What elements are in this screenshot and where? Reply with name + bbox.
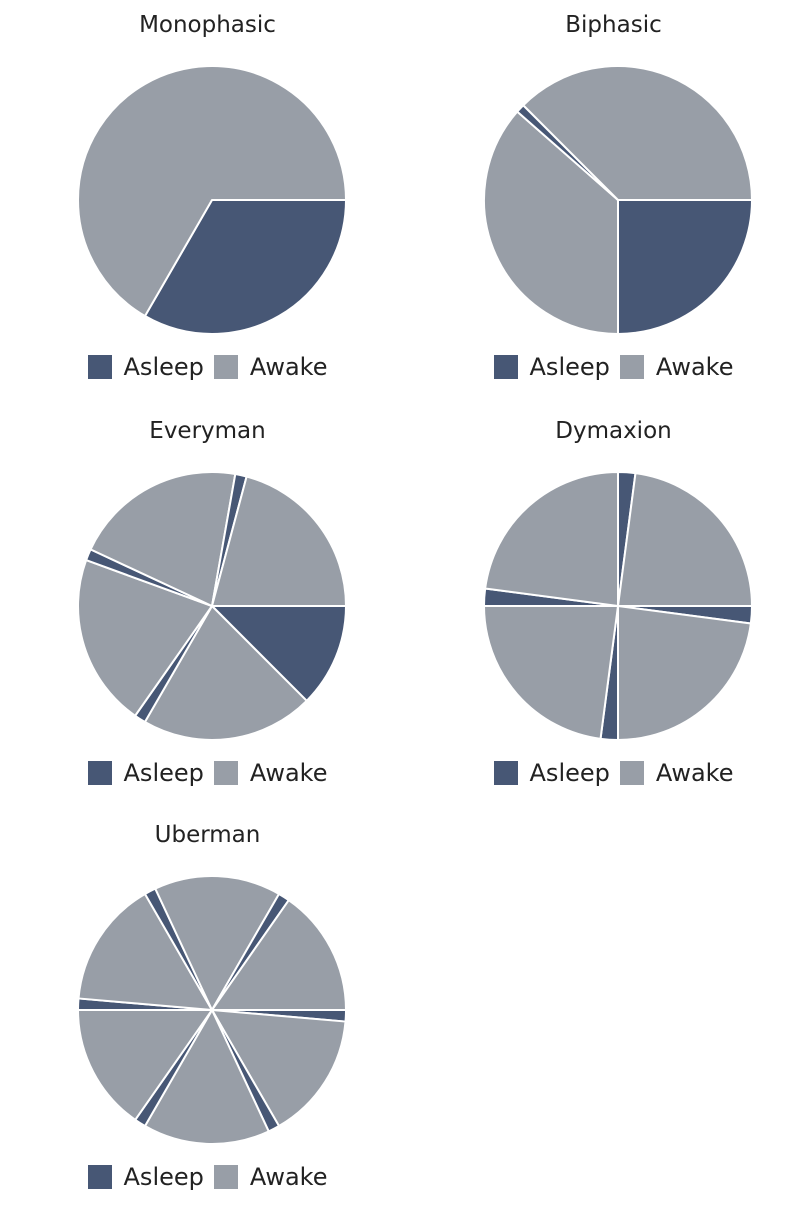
pie-chart	[77, 471, 347, 741]
pie-chart	[77, 65, 347, 335]
pie-slice-asleep-0	[144, 199, 347, 335]
legend-item-asleep: Asleep	[493, 759, 610, 787]
pie-slice-awake-11	[211, 899, 347, 1011]
pie-slice-awake-5	[77, 1009, 213, 1121]
pie-slice-awake-7	[77, 892, 213, 1011]
chart-panel-biphasic: Biphasic Asleep Awake	[416, 0, 790, 406]
legend-swatch-awake	[213, 1165, 238, 1189]
legend-item-awake: Awake	[619, 353, 734, 381]
chart-title: Everyman	[149, 418, 266, 444]
legend-swatch-asleep	[493, 761, 518, 785]
legend-item-asleep: Asleep	[87, 353, 204, 381]
chart-title: Dymaxion	[555, 418, 672, 444]
chart-panel-everyman: Everyman Asleep Awake	[10, 406, 405, 812]
legend-item-awake: Awake	[213, 759, 328, 787]
legend-label-awake: Awake	[655, 759, 734, 787]
legend-label-awake: Awake	[249, 759, 328, 787]
legend-item-awake: Awake	[619, 759, 734, 787]
legend: Asleep Awake	[10, 1160, 405, 1194]
legend-swatch-asleep	[87, 1165, 112, 1189]
legend-label-awake: Awake	[655, 353, 734, 381]
legend-item-asleep: Asleep	[87, 759, 204, 787]
pie-slice-asleep-0	[617, 199, 753, 335]
legend-item-awake: Awake	[213, 353, 328, 381]
legend-item-asleep: Asleep	[493, 353, 610, 381]
chart-panel-uberman: Uberman Asleep Awake	[10, 810, 405, 1216]
legend: Asleep Awake	[416, 756, 790, 790]
chart-title: Biphasic	[565, 12, 662, 38]
legend-label-asleep: Asleep	[123, 1163, 204, 1191]
legend-item-asleep: Asleep	[87, 1163, 204, 1191]
legend-label-asleep: Asleep	[123, 759, 204, 787]
pie-slice-awake-3	[144, 1009, 270, 1145]
legend-swatch-asleep	[87, 761, 112, 785]
chart-panel-monophasic: Monophasic Asleep Awake	[10, 0, 405, 406]
chart-panel-dymaxion: Dymaxion Asleep Awake	[416, 406, 790, 812]
pie-slice-awake-1	[483, 110, 619, 335]
pie-slice-awake-7	[617, 472, 753, 607]
legend-swatch-awake	[213, 355, 238, 379]
pie-slice-awake-7	[211, 475, 347, 607]
legend-label-asleep: Asleep	[529, 353, 610, 381]
legend-swatch-asleep	[493, 355, 518, 379]
pie-slice-awake-3	[522, 65, 753, 201]
pie-slice-asleep-0	[211, 605, 347, 702]
legend-swatch-asleep	[87, 355, 112, 379]
chart-title: Monophasic	[139, 12, 276, 38]
pie-slice-awake-3	[77, 559, 213, 717]
pie-slice-awake-5	[89, 471, 237, 607]
legend-swatch-awake	[213, 761, 238, 785]
legend: Asleep Awake	[10, 350, 405, 384]
pie-slice-awake-3	[483, 605, 619, 740]
legend-label-awake: Awake	[249, 1163, 328, 1191]
legend-label-asleep: Asleep	[123, 353, 204, 381]
pie-chart	[483, 471, 753, 741]
pie-chart	[483, 65, 753, 335]
legend-label-awake: Awake	[249, 353, 328, 381]
pie-slice-awake-9	[154, 875, 280, 1011]
pie-slice-awake-1	[143, 605, 308, 741]
pie-slice-awake-1	[211, 1009, 347, 1128]
legend-swatch-awake	[619, 355, 644, 379]
pie-slice-awake-1	[617, 605, 752, 741]
legend-swatch-awake	[619, 761, 644, 785]
pie-chart	[77, 875, 347, 1145]
chart-title: Uberman	[154, 822, 261, 848]
legend: Asleep Awake	[10, 756, 405, 790]
legend: Asleep Awake	[416, 350, 790, 384]
pie-slice-awake-5	[484, 471, 619, 607]
pie-slice-awake-1	[77, 65, 347, 318]
legend-item-awake: Awake	[213, 1163, 328, 1191]
legend-label-asleep: Asleep	[529, 759, 610, 787]
